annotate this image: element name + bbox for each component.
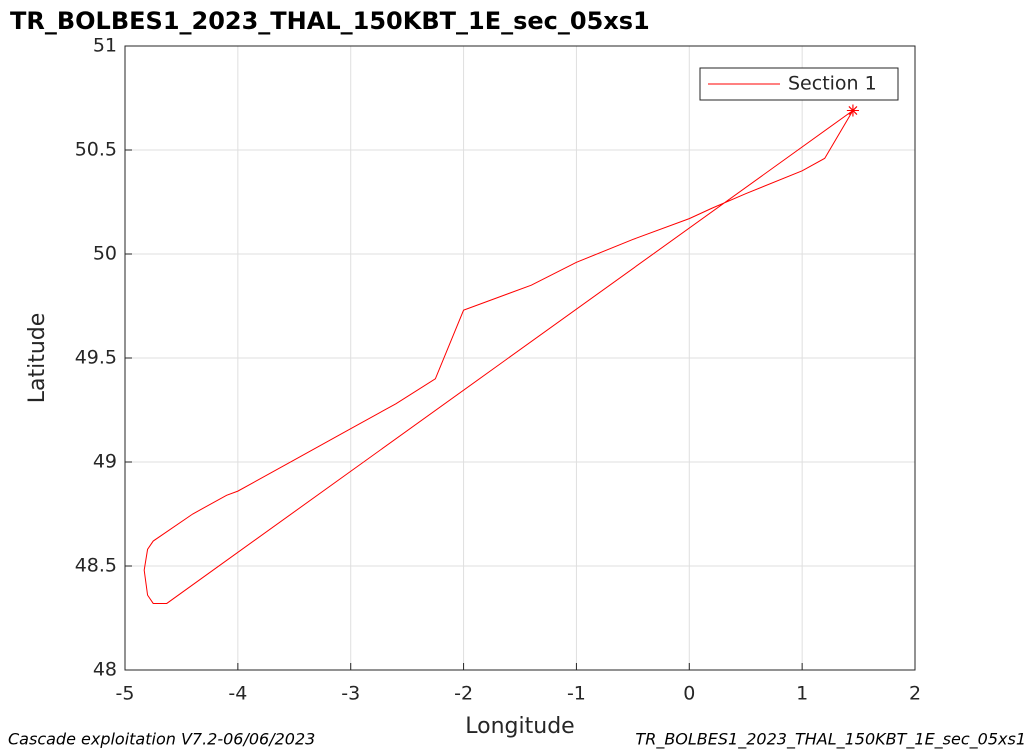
footer-right: TR_BOLBES1_2023_THAL_150KBT_1E_sec_05xs1 [635,730,1026,750]
y-tick-label: 51 [93,35,117,57]
y-tick-label: 49 [93,451,117,473]
legend-label: Section 1 [788,73,877,95]
x-tick-label: -5 [116,683,135,705]
x-tick-label: -3 [341,683,360,705]
y-tick-label: 49.5 [75,347,117,369]
series-line [143,110,854,604]
x-tick-label: -2 [454,683,473,705]
x-axis-label: Longitude [465,714,574,739]
axes-box [124,45,916,671]
endpoint-marker [846,104,859,117]
y-tick-label: 50 [93,243,117,265]
x-tick-label: -1 [567,683,586,705]
chart-title: TR_BOLBES1_2023_THAL_150KBT_1E_sec_05xs1 [10,7,650,35]
y-tick-label: 50.5 [75,139,117,161]
y-tick-label: 48.5 [75,555,117,577]
y-axis-label: Latitude [25,313,50,404]
y-tick-label: 48 [93,659,117,681]
x-tick-label: -4 [228,683,247,705]
x-tick-label: 0 [683,683,695,705]
footer-left: Cascade exploitation V7.2-06/06/2023 [8,730,315,749]
x-tick-label: 2 [909,683,921,705]
x-tick-label: 1 [796,683,808,705]
